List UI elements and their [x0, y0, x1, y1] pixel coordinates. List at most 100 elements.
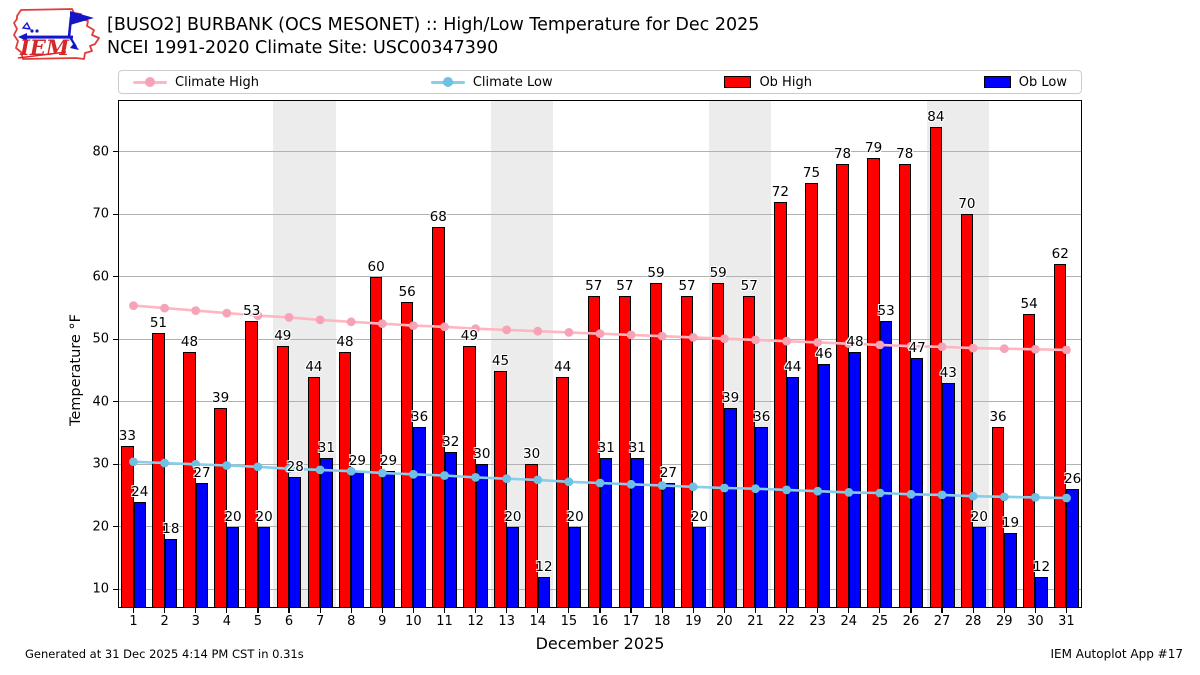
climate-low-marker [906, 489, 916, 499]
ob-low-value-label: 18 [162, 521, 180, 538]
x-tick [226, 608, 228, 613]
y-tick [113, 463, 118, 465]
climate-low-marker [720, 483, 729, 493]
chart-legend: Climate High Climate Low Ob High Ob Low [118, 70, 1082, 94]
ob-high-value-label: 78 [896, 146, 914, 163]
climate-low-marker [284, 464, 294, 474]
iem-logo: IEM [13, 8, 100, 60]
climate-low-marker [688, 482, 698, 492]
climate-high-line-swatch [133, 77, 167, 87]
ob-low-value-label: 36 [411, 408, 429, 425]
x-tick [972, 608, 974, 613]
climate-low-marker [564, 477, 574, 487]
y-tick [113, 151, 118, 153]
ob-low-value-label: 44 [784, 358, 802, 375]
ob-low-value-label: 27 [659, 465, 677, 482]
ob-low-value-label: 47 [908, 340, 926, 357]
page-title: [BUSO2] BURBANK (OCS MESONET) :: High/Lo… [107, 15, 760, 35]
climate-low-marker [813, 486, 823, 496]
ob-high-value-label: 84 [927, 108, 945, 125]
x-tick [350, 608, 352, 613]
x-tick-label: 6 [284, 614, 294, 629]
climate-high-marker [253, 311, 263, 320]
ob-high-value-label: 51 [149, 315, 168, 332]
climate-high-marker [595, 329, 605, 339]
x-tick [661, 608, 663, 613]
x-axis-label: December 2025 [535, 634, 665, 653]
x-tick-label: 14 [529, 614, 547, 629]
climate-low-marker [315, 465, 325, 475]
x-tick-label: 17 [622, 614, 640, 629]
x-tick [754, 608, 757, 613]
ob-high-value-label: 48 [180, 333, 199, 350]
x-tick [537, 608, 539, 613]
climate-high-marker [844, 339, 854, 349]
x-tick-label: 1 [129, 614, 138, 629]
ob-high-value-label: 57 [740, 277, 758, 294]
ob-low-value-label: 31 [317, 440, 335, 457]
x-tick [630, 608, 632, 613]
x-tick [848, 608, 850, 613]
x-tick-label: 16 [591, 614, 609, 629]
y-tick [113, 588, 118, 590]
legend-label: Climate High [175, 74, 260, 90]
climate-low-marker [160, 458, 169, 468]
ob-high-value-label: 49 [460, 327, 478, 344]
y-tick-label: 70 [92, 206, 109, 222]
ob-low-value-label: 20 [566, 508, 584, 525]
climate-high-marker [999, 344, 1009, 354]
climate-high-marker [937, 342, 947, 352]
ob-high-value-label: 49 [274, 327, 292, 344]
climate-high-marker [409, 321, 418, 330]
climate-low-marker [377, 468, 387, 478]
legend-label: Climate Low [472, 74, 553, 90]
x-tick-label: 5 [253, 614, 263, 629]
ob-high-value-label: 56 [398, 283, 416, 300]
x-tick [164, 608, 166, 613]
legend-label: Ob High [759, 74, 812, 90]
climate-low-marker [346, 466, 356, 476]
climate-low-marker [626, 479, 636, 489]
ob-low-value-label: 43 [939, 365, 957, 382]
legend-item-climate-high: Climate High [133, 75, 259, 90]
climate-high-marker [533, 326, 543, 336]
ob-low-value-label: 36 [753, 408, 771, 425]
ob-low-value-label: 19 [1001, 515, 1020, 532]
climate-low-marker [999, 492, 1009, 502]
x-tick [1065, 608, 1068, 613]
climate-low-marker [502, 474, 512, 484]
ob-low-value-label: 53 [877, 302, 895, 319]
x-tick [723, 608, 725, 613]
climate-low-marker [1031, 493, 1040, 502]
ob-high-value-label: 36 [989, 408, 1007, 425]
x-tick-label: 24 [840, 614, 858, 629]
ob-high-value-label: 54 [1020, 296, 1038, 313]
legend-item-ob-low: Ob Low [983, 75, 1067, 90]
x-tick-label: 12 [467, 614, 484, 629]
x-tick-label: 21 [747, 614, 764, 629]
y-tick [113, 338, 118, 340]
climate-low-marker [253, 462, 263, 472]
ob-high-value-label: 60 [367, 258, 385, 275]
ob-high-value-label: 78 [833, 146, 852, 163]
x-tick-label: 27 [933, 614, 951, 629]
climate-high-marker [564, 328, 574, 337]
climate-low-marker [657, 481, 667, 490]
climate-high-marker [471, 324, 480, 334]
ob-high-value-label: 57 [616, 277, 634, 294]
climate-low-marker [782, 485, 791, 495]
climate-low-marker [937, 490, 947, 500]
ob-low-box-swatch [983, 76, 1011, 88]
ob-low-value-label: 12 [1032, 558, 1051, 575]
x-tick-label: 3 [191, 614, 200, 629]
x-tick [506, 608, 508, 613]
ob-high-value-label: 75 [802, 165, 821, 182]
climate-high-marker [720, 334, 729, 344]
x-tick [1003, 608, 1005, 613]
legend-item-climate-low: Climate Low [430, 74, 553, 90]
climate-high-marker [377, 319, 387, 329]
x-tick [257, 608, 259, 613]
climate-low-marker [440, 471, 449, 480]
climate-low-marker [533, 475, 543, 485]
